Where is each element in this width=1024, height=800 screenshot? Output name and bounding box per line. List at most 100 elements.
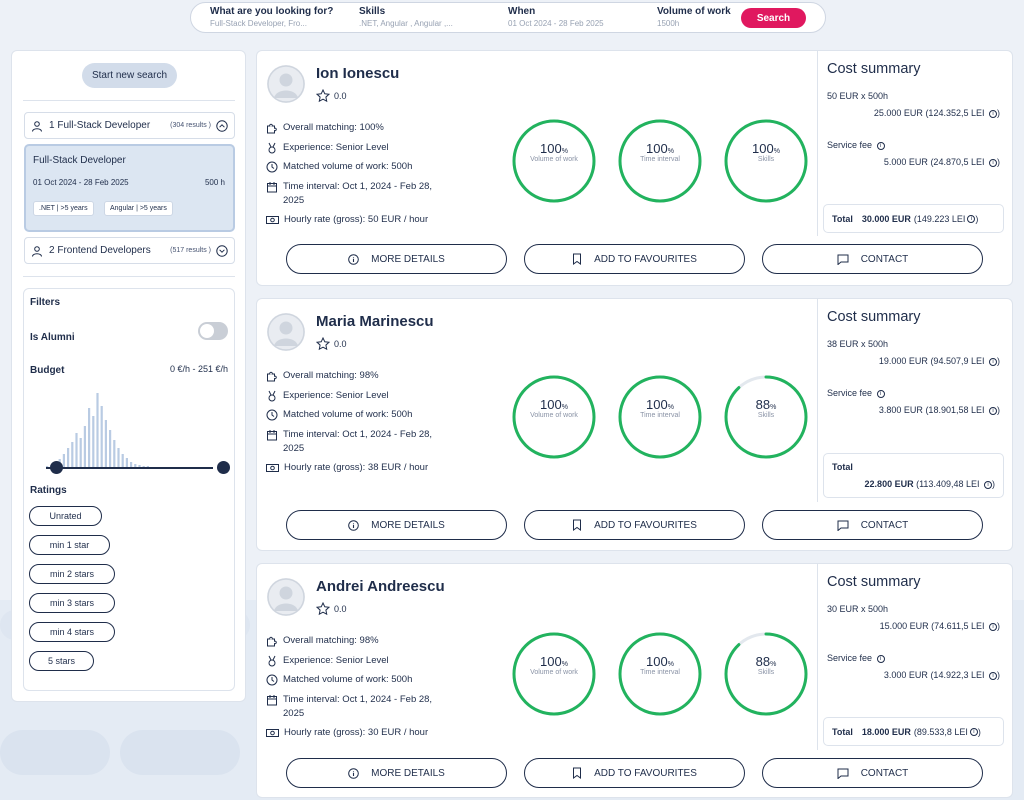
time-interval: Time interval: Oct 1, 2024 - Feb 28, 202…: [266, 180, 456, 208]
budget-slider-max-handle[interactable]: [217, 461, 230, 474]
selected-role-card[interactable]: Full-Stack Developer 01 Oct 2024 - 28 Fe…: [24, 144, 235, 232]
service-fee-label: Service fee: [827, 653, 873, 663]
score-ring-value: 100%: [540, 654, 568, 669]
hourly-rate: Hourly rate (gross): 50 EUR / hour: [266, 213, 456, 227]
info-icon[interactable]: i: [989, 406, 997, 415]
chevron-down-icon[interactable]: [216, 244, 228, 257]
info-icon[interactable]: i: [989, 671, 997, 680]
candidate-name[interactable]: Ion Ionescu: [316, 65, 400, 82]
score-ring-label: Time interval: [640, 156, 680, 163]
search-when-label: When: [508, 6, 536, 17]
service-fee-label: Service fee: [827, 140, 873, 150]
cost-amount-row: 25.000 EUR (124.352,5 LEI i): [873, 108, 1000, 118]
chevron-up-icon[interactable]: [216, 119, 228, 132]
histogram-bar: [134, 464, 137, 468]
card-actions: MORE DETAILS ADD TO FAVOURITES CONTACT: [286, 510, 983, 540]
rating-min-1[interactable]: min 1 star: [29, 535, 110, 555]
rating-min-2[interactable]: min 2 stars: [29, 564, 115, 584]
cost-lei: (94.507,9 LEI: [930, 356, 985, 366]
total-box: Total 22.800 EUR (113.409,48 LEI i): [823, 453, 1004, 498]
cost-amount-row: 19.000 EUR (94.507,9 LEI i): [878, 356, 1000, 366]
clock-icon: [266, 674, 278, 686]
background-shape: [120, 730, 240, 775]
search-skills-field[interactable]: Skills .NET, Angular , Angular ,...: [359, 6, 453, 28]
info-icon[interactable]: i: [876, 654, 885, 663]
add-to-favourites-button[interactable]: ADD TO FAVOURITES: [524, 758, 745, 788]
star-icon: [316, 89, 330, 103]
contact-button[interactable]: CONTACT: [762, 244, 983, 274]
chat-icon: [837, 254, 849, 265]
score-ring-value: 88%: [755, 397, 777, 412]
info-icon[interactable]: i: [969, 727, 978, 736]
service-fee-row: 5.000 EUR (24.870,5 LEI i): [883, 157, 1000, 167]
service-fee-lei: (18.901,58 LEI: [925, 405, 985, 415]
alumni-toggle[interactable]: [198, 322, 228, 340]
score-ring-value: 100%: [646, 654, 674, 669]
search-when-field[interactable]: When 01 Oct 2024 - 28 Feb 2025: [508, 6, 604, 28]
search-volume-field[interactable]: Volume of work 1500h: [657, 6, 731, 28]
cash-icon: [266, 464, 279, 472]
info-icon[interactable]: i: [989, 109, 997, 118]
search-what-field[interactable]: What are you looking for? Full-Stack Dev…: [210, 6, 333, 28]
add-to-favourites-button[interactable]: ADD TO FAVOURITES: [524, 244, 745, 274]
budget-slider-track[interactable]: [46, 467, 213, 469]
overall-matching: Overall matching: 98%: [266, 369, 456, 383]
histogram-bar: [62, 454, 65, 468]
info-icon[interactable]: i: [967, 214, 976, 223]
start-new-search-button[interactable]: Start new search: [82, 63, 177, 88]
histogram-bar: [104, 420, 107, 468]
skill-chip: .NET | >5 years: [33, 201, 94, 216]
experience: Experience: Senior Level: [266, 141, 456, 155]
info-icon[interactable]: i: [989, 357, 997, 366]
score-ring-label: Volume of work: [530, 412, 578, 419]
cost-rate: 30 EUR x 500h: [827, 604, 889, 614]
cost-lei: (124.352,5 LEI: [925, 108, 985, 118]
info-icon[interactable]: i: [989, 158, 997, 167]
candidate-card: Andrei Andreescu 0.0 Overall matching: 9…: [256, 563, 1013, 798]
score-ring: 88% Skills: [722, 373, 810, 461]
info-icon[interactable]: i: [876, 389, 885, 398]
more-details-button[interactable]: MORE DETAILS: [286, 758, 507, 788]
score-ring: 100% Time interval: [616, 630, 704, 718]
info-icon[interactable]: i: [876, 141, 885, 150]
candidate-rating-value: 0.0: [334, 91, 347, 101]
rating-min-3[interactable]: min 3 stars: [29, 593, 115, 613]
rating-5-stars[interactable]: 5 stars: [29, 651, 94, 671]
service-fee-amount: 5.000 EUR: [883, 157, 928, 167]
more-details-button[interactable]: MORE DETAILS: [286, 244, 507, 274]
overall-matching: Overall matching: 100%: [266, 121, 456, 135]
search-button[interactable]: Search: [741, 8, 806, 28]
candidate-name[interactable]: Maria Marinescu: [316, 313, 434, 330]
budget-slider-min-handle[interactable]: [50, 461, 63, 474]
group-row-frontend[interactable]: 2 Frontend Developers (517 results ): [24, 237, 235, 264]
search-volume-value: 1500h: [657, 19, 680, 28]
bookmark-icon: [573, 519, 582, 531]
total-amount: 22.800 EUR: [864, 479, 914, 489]
info-icon[interactable]: i: [984, 480, 992, 489]
search-skills-value: .NET, Angular , Angular ,...: [359, 19, 453, 28]
more-details-button[interactable]: MORE DETAILS: [286, 510, 507, 540]
info-icon[interactable]: i: [989, 622, 997, 631]
candidate-name[interactable]: Andrei Andreescu: [316, 578, 445, 595]
service-fee-amount: 3.800 EUR: [878, 405, 923, 415]
service-fee-lei: (14.922,3 LEI: [930, 670, 985, 680]
group-row-fullstack[interactable]: 1 Full-Stack Developer (304 results ): [24, 112, 235, 139]
selected-role-title: Full-Stack Developer: [33, 155, 126, 166]
service-fee-label-row: Service fee i: [827, 140, 885, 150]
cost-amount: 19.000 EUR: [878, 356, 928, 366]
matched-volume: Matched volume of work: 500h: [266, 408, 456, 422]
score-ring-graphic: [618, 119, 702, 203]
search-bar[interactable]: What are you looking for? Full-Stack Dev…: [190, 2, 826, 33]
sidebar: Start new search 1 Full-Stack Developer …: [11, 50, 246, 702]
rating-unrated[interactable]: Unrated: [29, 506, 102, 526]
score-ring-value: 100%: [646, 397, 674, 412]
puzzle-icon: [267, 636, 277, 647]
rating-min-4[interactable]: min 4 stars: [29, 622, 115, 642]
contact-button[interactable]: CONTACT: [762, 758, 983, 788]
add-to-favourites-button[interactable]: ADD TO FAVOURITES: [524, 510, 745, 540]
score-ring: 100% Skills: [722, 117, 810, 205]
total-label: Total: [832, 462, 853, 472]
score-ring-label: Time interval: [640, 412, 680, 419]
calendar-icon: [267, 429, 277, 440]
contact-button[interactable]: CONTACT: [762, 510, 983, 540]
